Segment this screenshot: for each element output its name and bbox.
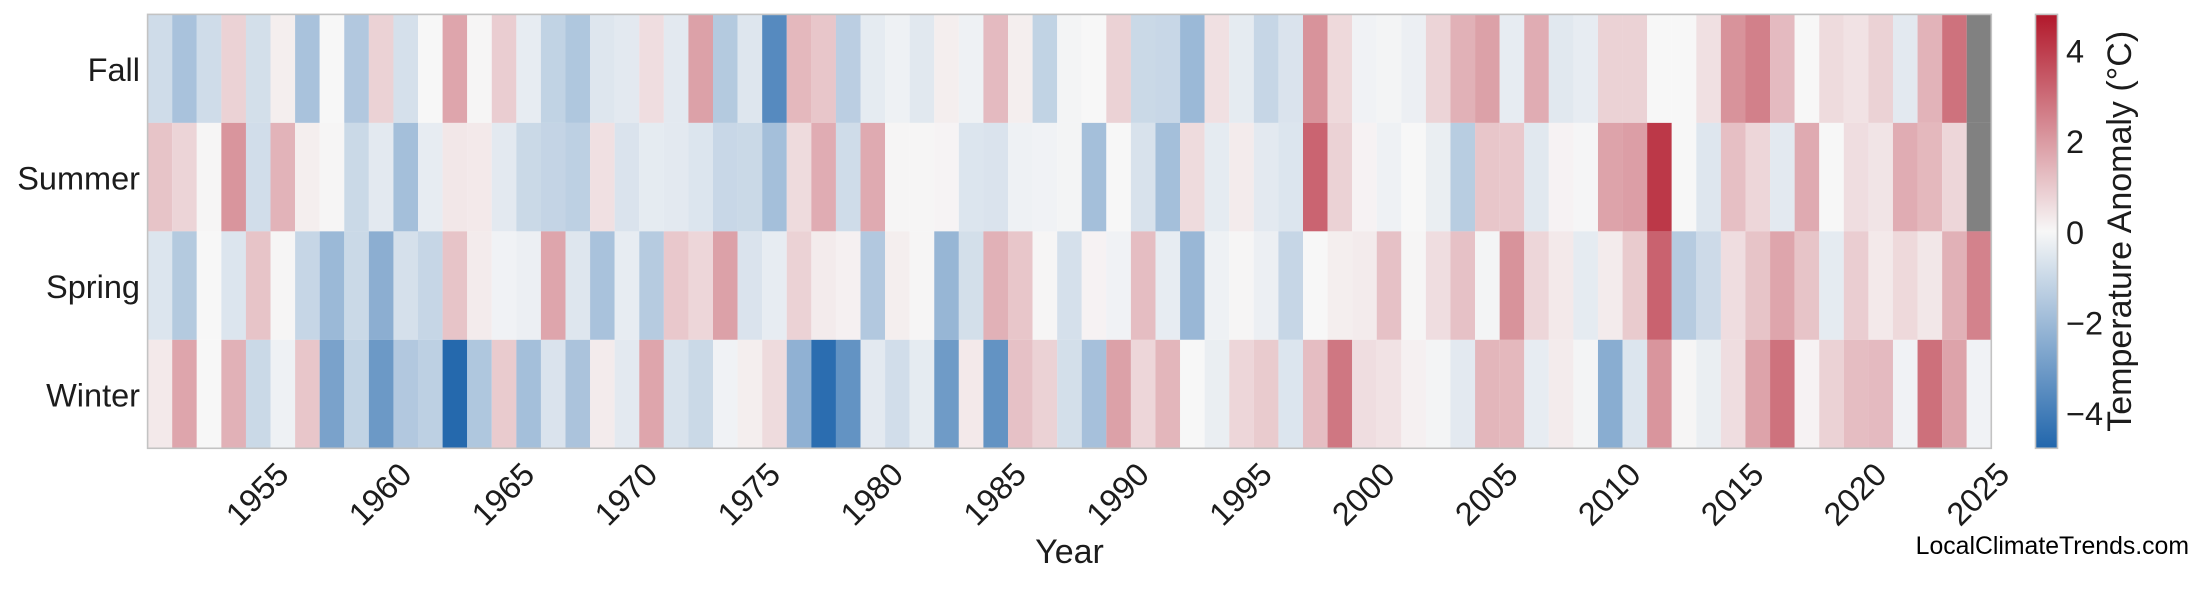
svg-text:4: 4 xyxy=(2066,34,2084,70)
svg-text:Temperature Anomaly (°C): Temperature Anomaly (°C) xyxy=(2101,31,2139,432)
svg-text:−4: −4 xyxy=(2066,396,2103,432)
svg-text:Summer: Summer xyxy=(17,161,140,197)
svg-text:Spring: Spring xyxy=(46,269,140,305)
svg-text:2: 2 xyxy=(2066,124,2084,160)
svg-text:Fall: Fall xyxy=(88,52,140,88)
svg-text:LocalClimateTrends.com: LocalClimateTrends.com xyxy=(1916,533,2189,560)
svg-text:−2: −2 xyxy=(2066,306,2103,342)
svg-text:Year: Year xyxy=(1035,533,1104,571)
svg-text:0: 0 xyxy=(2066,215,2084,251)
svg-text:Winter: Winter xyxy=(46,378,140,414)
